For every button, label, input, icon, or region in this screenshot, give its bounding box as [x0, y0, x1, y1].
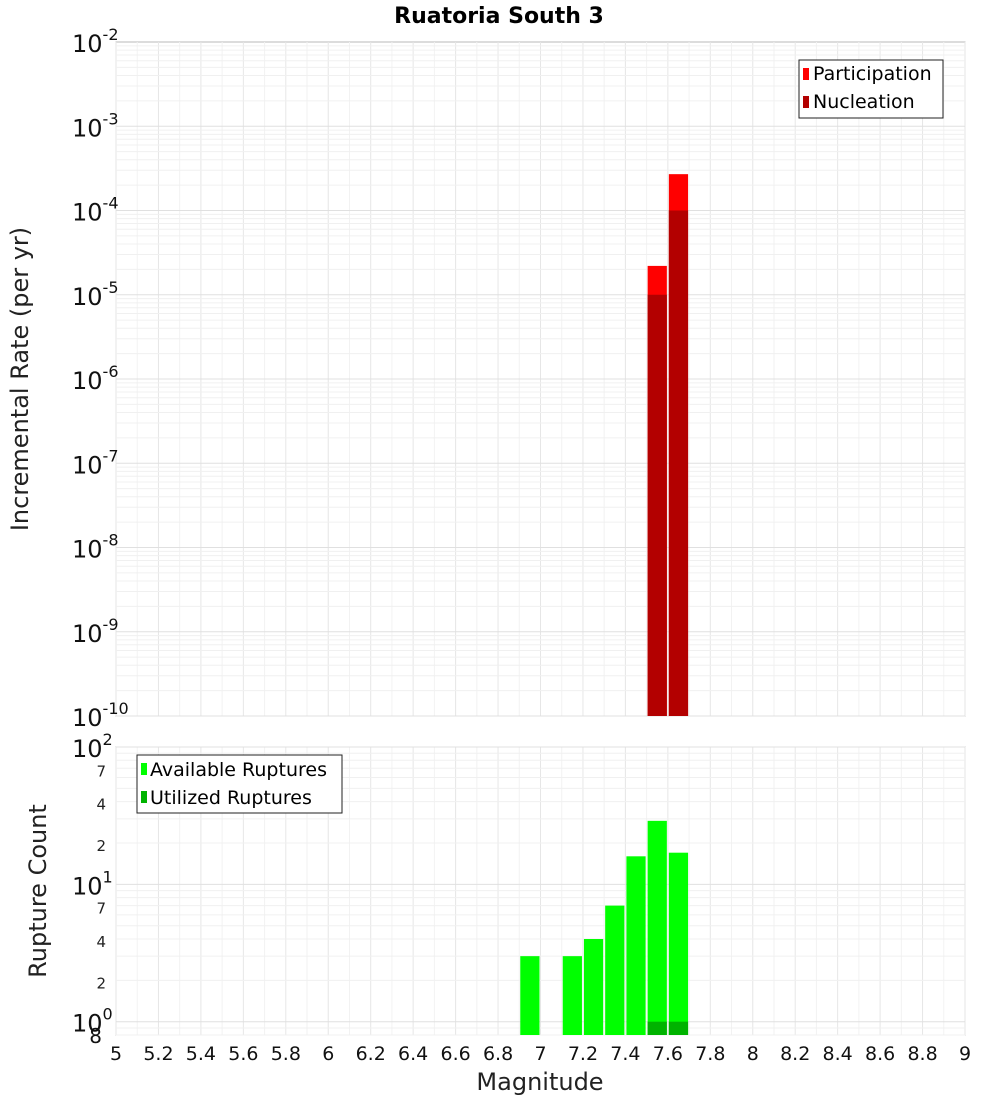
x-tick-label: 5.2 [143, 1043, 173, 1065]
x-tick-label: 7.8 [695, 1043, 725, 1065]
x-tick-label: 8.6 [865, 1043, 895, 1065]
top-panel: 10-10 10-9 10-8 10-7 10-6 10-5 10-4 10-3 10-2 In… [6, 25, 966, 732]
legend-swatch-nucleation [803, 96, 809, 108]
legend-swatch-available [141, 763, 147, 775]
y-tick-label: 10-8 [72, 531, 119, 564]
bar-available-ruptures [668, 852, 689, 1035]
x-tick-labels: 5 5.2 5.4 5.6 5.8 6 6.2 6.4 6.6 6.8 7 7.2 7.4 7.6 7.8 8… [110, 1043, 971, 1065]
top-bars [647, 174, 689, 717]
x-tick-label: 8.4 [823, 1043, 853, 1065]
bottom-legend: Available Ruptures Utilized Ruptures [136, 754, 343, 814]
x-tick-label: 6.4 [398, 1043, 428, 1065]
y-minor-tick-label: 7 [96, 900, 106, 918]
bar-utilized-ruptures [647, 1021, 667, 1035]
bar-nucleation [647, 294, 667, 716]
top-y-axis-label: Incremental Rate (per yr) [6, 227, 34, 531]
y-minor-tick-label: 4 [96, 933, 106, 951]
bar-nucleation [668, 210, 689, 716]
x-axis-label: Magnitude [476, 1068, 603, 1096]
top-y-tick-labels: 10-10 10-9 10-8 10-7 10-6 10-5 10-4 10-3 10-2 [72, 25, 129, 732]
x-tick-label: 5.6 [228, 1043, 258, 1065]
top-legend: Participation Nucleation [798, 59, 944, 119]
legend-swatch-participation [803, 68, 809, 80]
x-tick-label: 7.6 [653, 1043, 683, 1065]
y-minor-tick-label: 2 [96, 974, 106, 992]
y-minor-tick-label: 4 [96, 796, 106, 814]
x-tick-label: 6.2 [356, 1043, 386, 1065]
bar-available-ruptures [520, 956, 540, 1035]
bottom-y-tick-labels: 100 101 102 8 2 4 7 2 4 7 [72, 730, 113, 1048]
bottom-y-axis-label: Rupture Count [24, 804, 52, 978]
y-tick-label: 102 [72, 730, 113, 763]
y-tick-label: 10-5 [72, 278, 119, 311]
legend-label-nucleation: Nucleation [813, 91, 915, 113]
bar-available-ruptures [583, 939, 604, 1035]
x-tick-label: 6.6 [440, 1043, 470, 1065]
x-tick-label: 6.8 [483, 1043, 513, 1065]
y-tick-label: 10-2 [72, 25, 119, 58]
y-tick-label: 10-7 [72, 446, 119, 479]
x-tick-label: 5.4 [186, 1043, 216, 1065]
legend-label-utilized: Utilized Ruptures [150, 787, 312, 809]
top-gridlines [115, 42, 966, 717]
bottom-bars [520, 820, 689, 1035]
bottom-panel: 100 101 102 8 2 4 7 2 4 7 5 5.2 5.4 5.6 5.8 6 6.2 6.4 6.6… [24, 730, 971, 1096]
legend-swatch-utilized [141, 791, 147, 803]
x-tick-label: 7.2 [568, 1043, 598, 1065]
y-tick-label: 10-4 [72, 194, 119, 227]
x-tick-label: 7.4 [610, 1043, 640, 1065]
bar-available-ruptures [647, 820, 667, 1035]
bar-available-ruptures [626, 856, 646, 1035]
y-tick-label: 10-3 [72, 109, 119, 142]
y-minor-tick-label: 2 [96, 837, 106, 855]
bottom-legend-box [136, 754, 343, 814]
y-tick-label: 100 [72, 1005, 113, 1038]
bar-available-ruptures [562, 956, 582, 1035]
y-minor-tick-label: 7 [96, 762, 106, 780]
x-tick-label: 8 [747, 1043, 759, 1065]
y-tick-label: 101 [72, 867, 113, 900]
top-legend-box [798, 59, 944, 119]
legend-label-participation: Participation [813, 63, 932, 85]
x-tick-label: 5 [110, 1043, 122, 1065]
y-tick-label: 10-10 [72, 699, 129, 732]
x-tick-label: 9 [959, 1043, 971, 1065]
x-tick-label: 5.8 [271, 1043, 301, 1065]
x-tick-label: 8.2 [780, 1043, 810, 1065]
x-tick-label: 7 [534, 1043, 546, 1065]
y-minor-tick-label: 8 [89, 1024, 102, 1048]
bar-utilized-ruptures [668, 1021, 689, 1035]
legend-label-available: Available Ruptures [150, 759, 327, 781]
bar-available-ruptures [605, 905, 625, 1035]
y-tick-label: 10-6 [72, 362, 119, 395]
x-tick-label: 6 [322, 1043, 334, 1065]
chart-title: Ruatoria South 3 [394, 4, 604, 29]
y-tick-label: 10-9 [72, 615, 119, 648]
x-tick-label: 8.8 [907, 1043, 937, 1065]
